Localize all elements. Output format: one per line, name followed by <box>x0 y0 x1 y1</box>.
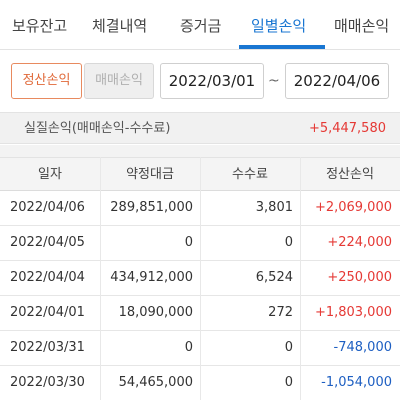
row-fee: 272 <box>268 305 293 320</box>
row-fee: 0 <box>284 375 293 390</box>
start-date-field[interactable]: 2022/03/01 <box>160 63 264 99</box>
row-date: 2022/04/04 <box>10 270 85 285</box>
section-divider <box>0 145 400 157</box>
active-tab-indicator <box>239 45 325 49</box>
column-divider <box>200 157 201 400</box>
row-date: 2022/04/05 <box>10 235 85 250</box>
row-settlement-pnl: +2,069,000 <box>314 200 392 215</box>
row-contract-amount: 54,465,000 <box>118 375 193 390</box>
filter-bar: 정산손익 매매손익 2022/03/01 ~ 2022/04/06 <box>0 50 400 112</box>
date-range-separator: ~ <box>268 73 280 89</box>
tab-holdings[interactable]: 보유잔고 <box>12 17 68 35</box>
column-divider <box>300 157 301 400</box>
end-date-field[interactable]: 2022/04/06 <box>285 63 389 99</box>
row-settlement-pnl: +224,000 <box>327 235 392 250</box>
net-pnl-label: 실질손익(매매손익-수수료) <box>24 121 171 136</box>
column-divider <box>100 157 101 400</box>
header-fee: 수수료 <box>232 167 268 182</box>
row-fee: 0 <box>284 340 293 355</box>
tab-executions[interactable]: 체결내역 <box>92 17 148 35</box>
net-pnl-summary: 실질손익(매매손익-수수료) +5,447,580 <box>0 112 400 144</box>
tab-margin[interactable]: 증거금 <box>180 17 222 35</box>
row-settlement-pnl: +1,803,000 <box>314 305 392 320</box>
header-settlement-pnl: 정산손익 <box>326 167 374 182</box>
header-contract-amount: 약정대금 <box>126 167 174 182</box>
row-fee: 6,524 <box>255 270 293 285</box>
row-date: 2022/03/30 <box>10 375 85 390</box>
row-settlement-pnl: +250,000 <box>327 270 392 285</box>
tab-trade-pnl[interactable]: 매매손익 <box>334 17 390 35</box>
row-contract-amount: 18,090,000 <box>118 305 193 320</box>
tab-daily-pnl[interactable]: 일별손익 <box>251 17 307 35</box>
net-pnl-value: +5,447,580 <box>308 121 386 136</box>
row-contract-amount: 289,851,000 <box>110 200 193 215</box>
trade-pnl-toggle[interactable]: 매매손익 <box>84 63 154 99</box>
tab-bar: 보유잔고 체결내역 증거금 일별손익 매매손익 <box>0 0 400 50</box>
settlement-pnl-toggle[interactable]: 정산손익 <box>11 63 82 99</box>
row-settlement-pnl: -748,000 <box>333 340 392 355</box>
row-date: 2022/04/06 <box>10 200 85 215</box>
row-date: 2022/04/01 <box>10 305 85 320</box>
row-contract-amount: 0 <box>184 235 193 250</box>
row-contract-amount: 0 <box>184 340 193 355</box>
row-fee: 3,801 <box>255 200 293 215</box>
row-contract-amount: 434,912,000 <box>110 270 193 285</box>
header-date: 일자 <box>38 167 62 182</box>
row-fee: 0 <box>284 235 293 250</box>
row-settlement-pnl: -1,054,000 <box>321 375 392 390</box>
row-date: 2022/03/31 <box>10 340 85 355</box>
